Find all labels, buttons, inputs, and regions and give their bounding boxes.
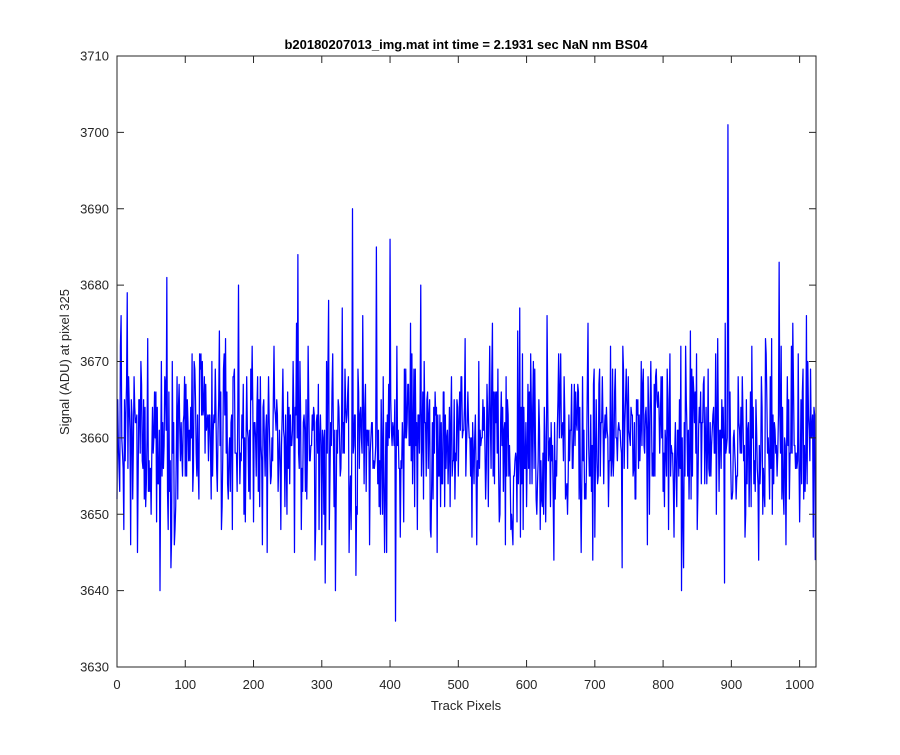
- y-tick-label: 3670: [80, 354, 109, 369]
- chart-title: b20180207013_img.mat int time = 2.1931 s…: [284, 37, 648, 52]
- series-line: [116, 124, 816, 622]
- x-tick-label: 0: [113, 677, 120, 692]
- x-tick-label: 700: [584, 677, 606, 692]
- y-axis-label: Signal (ADU) at pixel 325: [57, 289, 72, 435]
- y-tick-label: 3640: [80, 583, 109, 598]
- x-axis-label: Track Pixels: [431, 698, 502, 713]
- x-tick-label: 100: [174, 677, 196, 692]
- x-tick-label: 600: [516, 677, 538, 692]
- y-tick-label: 3650: [80, 507, 109, 522]
- y-tick-label: 3690: [80, 201, 109, 216]
- plot-area: [117, 56, 816, 667]
- y-tick-label: 3680: [80, 278, 109, 293]
- y-tick-label: 3660: [80, 430, 109, 445]
- x-tick-label: 200: [243, 677, 265, 692]
- x-tick-label: 900: [721, 677, 743, 692]
- y-tick-label: 3710: [80, 49, 109, 64]
- x-tick-label: 300: [311, 677, 333, 692]
- y-tick-label: 3630: [80, 660, 109, 675]
- y-tick-label: 3700: [80, 125, 109, 140]
- x-tick-label: 800: [652, 677, 674, 692]
- x-axis-ticks: 0 100 200 300 400 500 600 700 800 900 1000: [113, 56, 814, 692]
- y-axis-ticks: 3630 3640 3650 3660 3670 3680 3690 3700 3710: [80, 49, 816, 675]
- x-tick-label: 1000: [785, 677, 814, 692]
- series-layer: [116, 124, 816, 622]
- x-tick-label: 500: [447, 677, 469, 692]
- x-tick-label: 400: [379, 677, 401, 692]
